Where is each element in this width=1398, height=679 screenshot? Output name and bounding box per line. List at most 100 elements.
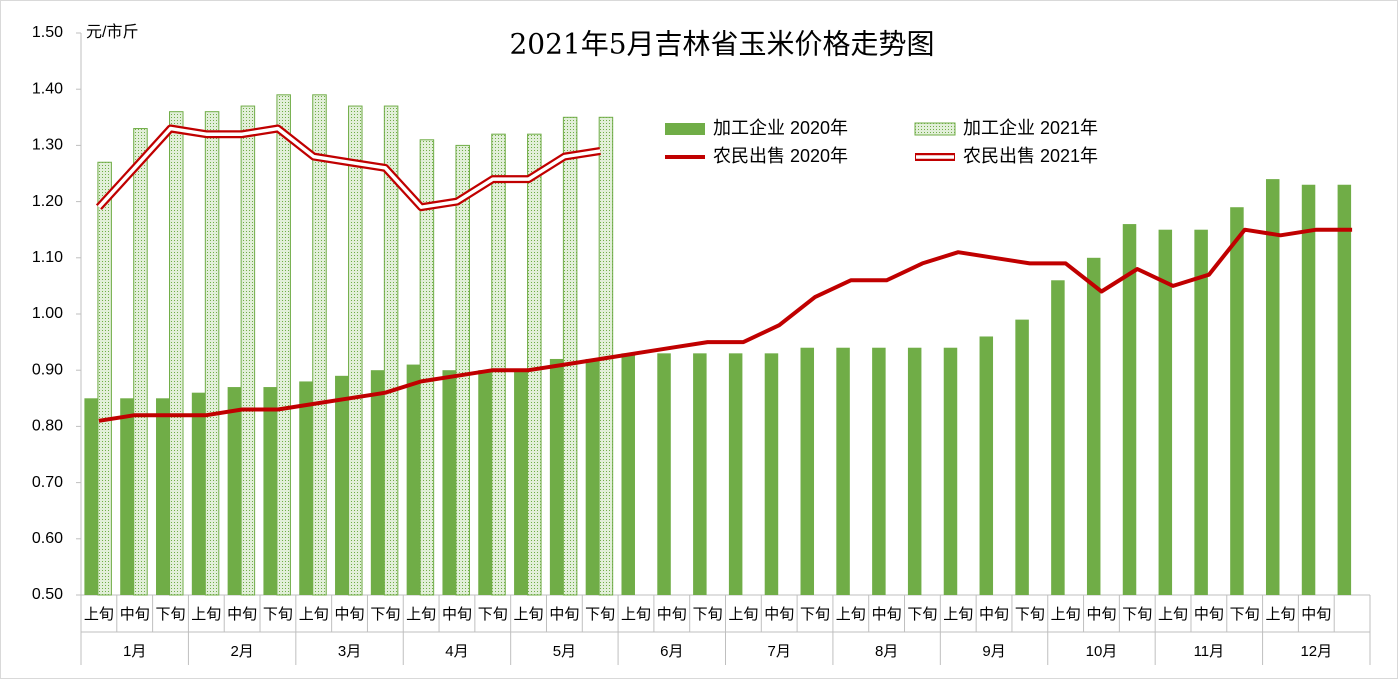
bar [1051, 280, 1065, 595]
bar [872, 347, 886, 595]
x-tick-label: 下旬 [907, 606, 937, 623]
month-label: 11月 [1194, 643, 1225, 660]
x-tick-label: 上旬 [1158, 606, 1188, 623]
bar [693, 353, 707, 595]
x-tick-label: 中旬 [335, 606, 365, 623]
bar [227, 387, 242, 595]
bar [514, 370, 528, 595]
y-tick-label: 1.00 [32, 305, 63, 322]
bar [1337, 184, 1352, 596]
month-label: 9月 [982, 643, 1005, 660]
bar [800, 347, 815, 595]
x-tick-label: 中旬 [657, 606, 687, 623]
x-tick-label: 中旬 [442, 606, 472, 623]
bar [240, 105, 256, 596]
line-inner [97, 126, 601, 209]
bar [1015, 319, 1029, 595]
y-tick-label: 0.80 [32, 418, 63, 435]
bar [491, 133, 506, 596]
chart-title: 2021年5月吉林省玉米价格走势图 [509, 28, 934, 61]
bar [348, 105, 363, 596]
y-tick-label: 0.60 [32, 530, 63, 547]
bar [562, 116, 578, 596]
y-tick-label: 1.40 [32, 80, 63, 97]
x-tick-label: 上旬 [836, 606, 866, 623]
x-tick-label: 中旬 [764, 606, 794, 623]
y-tick-label: 0.90 [32, 361, 63, 378]
y-tick-label: 1.10 [32, 249, 63, 266]
x-tick-label: 下旬 [693, 606, 723, 623]
x-tick-label: 中旬 [549, 606, 579, 623]
bar [191, 392, 206, 595]
bar [728, 353, 743, 595]
y-tick-label: 0.50 [32, 586, 63, 603]
month-label: 1月 [123, 643, 146, 660]
x-tick-label: 中旬 [1086, 606, 1116, 623]
bar [263, 387, 277, 595]
bar [133, 128, 148, 596]
bar [370, 370, 385, 595]
y-tick-label: 1.30 [32, 137, 63, 154]
month-label: 10月 [1086, 643, 1118, 660]
x-tick-label: 下旬 [1122, 606, 1152, 623]
x-tick-label: 下旬 [1230, 606, 1260, 623]
x-tick-label: 上旬 [191, 606, 221, 623]
bar [1301, 184, 1316, 596]
bar [84, 398, 98, 595]
line [98, 227, 1353, 423]
x-tick-label: 下旬 [370, 606, 400, 623]
x-tick-label: 下旬 [585, 606, 615, 623]
bar [204, 111, 220, 596]
x-tick-label: 上旬 [943, 606, 973, 623]
bar [442, 370, 456, 595]
bar [1194, 229, 1208, 595]
legend-label: 加工企业 2021年 [963, 118, 1098, 138]
bar [1122, 224, 1137, 595]
x-tick-label: 上旬 [514, 606, 544, 623]
x-tick-label: 上旬 [728, 606, 758, 623]
bar [764, 353, 779, 595]
legend-swatch [665, 123, 705, 135]
legend-label: 加工企业 2020年 [713, 118, 848, 138]
bar [527, 133, 542, 596]
bar [657, 353, 671, 595]
x-tick-label: 上旬 [621, 606, 651, 623]
x-tick-label: 中旬 [120, 606, 150, 623]
bar [1265, 179, 1280, 595]
bar [943, 347, 958, 595]
month-label: 12月 [1300, 643, 1332, 660]
x-tick-label: 下旬 [800, 606, 830, 623]
y-tick-label: 1.20 [32, 193, 63, 210]
bar [120, 398, 134, 595]
month-label: 6月 [660, 643, 683, 660]
y-tick-label: 1.50 [32, 24, 63, 41]
x-tick-label: 下旬 [1015, 606, 1045, 623]
bar [1230, 207, 1244, 595]
bar [406, 364, 421, 595]
bar [836, 347, 850, 595]
month-label: 4月 [445, 643, 468, 660]
month-label: 8月 [875, 643, 898, 660]
bar [419, 139, 435, 596]
bar [478, 370, 492, 595]
bar [156, 398, 170, 595]
x-tick-label: 上旬 [1051, 606, 1081, 623]
legend-swatch [914, 122, 956, 136]
x-tick-label: 中旬 [1301, 606, 1331, 623]
legend-label: 农民出售 2021年 [963, 146, 1098, 166]
x-tick-label: 上旬 [1265, 606, 1295, 623]
bar [383, 105, 399, 596]
bar [335, 375, 349, 595]
x-tick-label: 下旬 [478, 606, 508, 623]
bar [907, 347, 922, 595]
bar [276, 94, 291, 596]
bar [1158, 229, 1173, 595]
x-tick-label: 上旬 [406, 606, 436, 623]
x-tick-label: 上旬 [299, 606, 329, 623]
bar [585, 358, 600, 595]
x-tick-label: 下旬 [263, 606, 293, 623]
month-label: 5月 [553, 643, 576, 660]
y-tick-label: 0.70 [32, 474, 63, 491]
bar [549, 358, 564, 595]
bar [312, 94, 327, 596]
